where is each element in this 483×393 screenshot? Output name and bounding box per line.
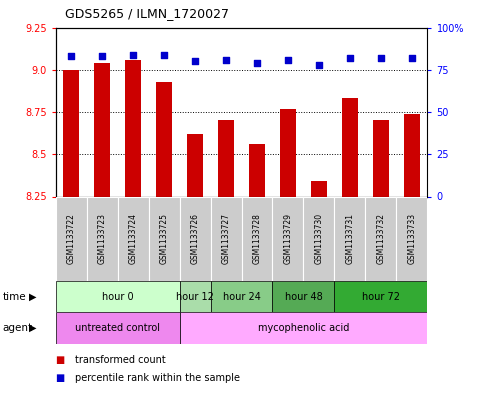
- Bar: [303, 196, 334, 281]
- Text: time: time: [2, 292, 26, 302]
- Text: hour 0: hour 0: [102, 292, 133, 302]
- Text: GSM1133732: GSM1133732: [376, 213, 385, 264]
- Bar: [156, 82, 172, 196]
- Bar: [397, 196, 427, 281]
- Point: [284, 57, 292, 63]
- Point: [98, 53, 106, 59]
- Bar: [149, 196, 180, 281]
- Bar: [180, 312, 427, 344]
- Text: ■: ■: [56, 373, 65, 383]
- Bar: [280, 108, 296, 196]
- Point: [346, 55, 354, 61]
- Point: [129, 51, 137, 58]
- Bar: [272, 281, 335, 312]
- Text: GSM1133733: GSM1133733: [408, 213, 416, 264]
- Text: GSM1133725: GSM1133725: [159, 213, 169, 264]
- Point: [408, 55, 416, 61]
- Bar: [56, 312, 180, 344]
- Text: GSM1133723: GSM1133723: [98, 213, 107, 264]
- Text: GSM1133730: GSM1133730: [314, 213, 324, 264]
- Bar: [56, 196, 86, 281]
- Text: mycophenolic acid: mycophenolic acid: [258, 323, 349, 333]
- Bar: [86, 196, 117, 281]
- Text: GSM1133731: GSM1133731: [345, 213, 355, 264]
- Bar: [218, 121, 234, 196]
- Text: agent: agent: [2, 323, 32, 333]
- Text: GSM1133724: GSM1133724: [128, 213, 138, 264]
- Text: transformed count: transformed count: [75, 355, 166, 365]
- Bar: [63, 70, 79, 196]
- Point: [377, 55, 385, 61]
- Bar: [334, 281, 427, 312]
- Bar: [366, 196, 397, 281]
- Text: percentile rank within the sample: percentile rank within the sample: [75, 373, 240, 383]
- Bar: [373, 121, 389, 196]
- Bar: [342, 99, 358, 196]
- Bar: [117, 196, 149, 281]
- Bar: [242, 196, 272, 281]
- Point: [222, 57, 230, 63]
- Bar: [211, 281, 272, 312]
- Bar: [311, 181, 327, 196]
- Text: ▶: ▶: [29, 323, 37, 333]
- Bar: [334, 196, 366, 281]
- Text: GSM1133728: GSM1133728: [253, 213, 261, 264]
- Bar: [56, 281, 180, 312]
- Text: GSM1133726: GSM1133726: [190, 213, 199, 264]
- Bar: [187, 134, 203, 196]
- Text: GDS5265 / ILMN_1720027: GDS5265 / ILMN_1720027: [65, 7, 229, 20]
- Text: hour 12: hour 12: [176, 292, 214, 302]
- Text: ■: ■: [56, 355, 65, 365]
- Bar: [404, 114, 420, 196]
- Text: GSM1133722: GSM1133722: [67, 213, 75, 264]
- Point: [253, 60, 261, 66]
- Text: hour 24: hour 24: [223, 292, 260, 302]
- Bar: [272, 196, 303, 281]
- Bar: [180, 281, 211, 312]
- Bar: [249, 144, 265, 196]
- Text: hour 48: hour 48: [284, 292, 322, 302]
- Bar: [94, 63, 110, 196]
- Text: hour 72: hour 72: [362, 292, 400, 302]
- Text: untreated control: untreated control: [75, 323, 160, 333]
- Point: [315, 62, 323, 68]
- Text: GSM1133727: GSM1133727: [222, 213, 230, 264]
- Bar: [180, 196, 211, 281]
- Bar: [211, 196, 242, 281]
- Point: [160, 51, 168, 58]
- Bar: [125, 60, 141, 196]
- Text: GSM1133729: GSM1133729: [284, 213, 293, 264]
- Point: [67, 53, 75, 59]
- Text: ▶: ▶: [29, 292, 37, 302]
- Point: [191, 58, 199, 64]
